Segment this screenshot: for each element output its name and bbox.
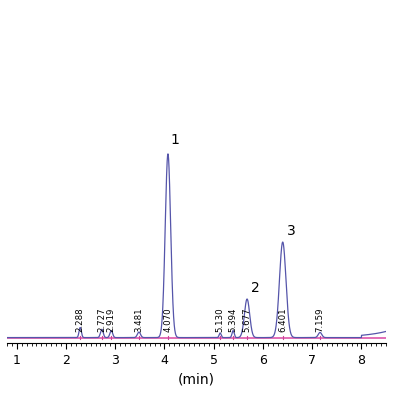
Text: 5.130: 5.130 xyxy=(216,307,225,332)
Text: 3.481: 3.481 xyxy=(134,307,143,332)
Text: 5.677: 5.677 xyxy=(242,307,252,332)
Text: 3: 3 xyxy=(286,224,296,239)
Text: 5.394: 5.394 xyxy=(229,308,238,332)
Text: 2.288: 2.288 xyxy=(76,307,85,332)
Text: 7.159: 7.159 xyxy=(316,308,325,332)
Text: 1: 1 xyxy=(171,132,179,147)
X-axis label: (min): (min) xyxy=(178,372,215,386)
Text: 2.919: 2.919 xyxy=(107,308,116,332)
Text: 2.727: 2.727 xyxy=(97,307,107,332)
Text: 2: 2 xyxy=(251,281,260,295)
Text: 6.401: 6.401 xyxy=(278,307,287,332)
Text: 4.070: 4.070 xyxy=(163,307,173,332)
